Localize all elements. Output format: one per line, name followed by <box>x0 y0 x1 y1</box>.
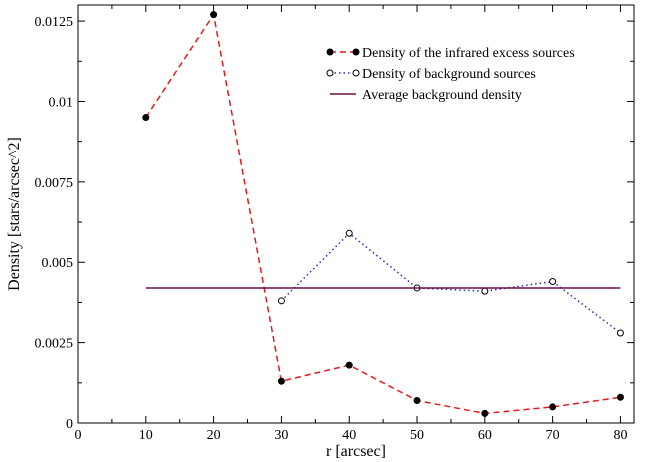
x-tick-label-4: 40 <box>342 428 356 443</box>
legend-marker-background-left <box>326 69 334 77</box>
series-layer <box>142 11 624 417</box>
series-line-1 <box>280 232 621 334</box>
y-tick-label-5: 0.0125 <box>35 15 74 30</box>
series-1-point-4 <box>549 278 557 286</box>
legend-entry-infrared: Density of the infrared excess sources <box>326 46 575 61</box>
series-line-0 <box>145 12 621 415</box>
y-tick-label-0: 0 <box>66 417 73 432</box>
legend-text-average: Average background density <box>362 88 522 103</box>
x-tick-label-7: 70 <box>546 428 560 443</box>
y-tick-label-3: 0.0075 <box>35 176 74 191</box>
legend-marker-background-right <box>352 69 360 77</box>
legend-entry-average: Average background density <box>330 88 522 103</box>
series-0-point-5 <box>481 409 489 417</box>
series-0-point-1 <box>210 11 218 19</box>
x-tick-label-8: 80 <box>613 428 627 443</box>
x-tick-label-5: 50 <box>410 428 424 443</box>
x-ticks: 0 10 20 30 40 50 60 70 80 <box>75 5 627 443</box>
y-tick-label-4: 0.01 <box>49 95 74 110</box>
x-tick-label-6: 60 <box>478 428 492 443</box>
series-1-point-0 <box>277 297 285 305</box>
series-0-point-0 <box>142 114 150 122</box>
legend-marker-infrared-left <box>326 48 334 56</box>
x-tick-label-2: 20 <box>207 428 221 443</box>
y-ticks: 0 0.0025 0.005 0.0075 0.01 0.0125 <box>35 15 634 432</box>
legend: Density of the infrared excess sources D… <box>326 46 575 103</box>
legend-text-background: Density of background sources <box>362 67 536 82</box>
series-0-point-6 <box>549 403 557 411</box>
series-1-point-1 <box>345 229 353 237</box>
x-axis-label: r [arcsec] <box>326 443 386 460</box>
y-tick-label-2: 0.005 <box>42 256 74 271</box>
series-0-point-7 <box>616 393 624 401</box>
series-0-point-2 <box>277 377 285 385</box>
plot-frame <box>77 4 635 424</box>
legend-marker-infrared-right <box>352 48 360 56</box>
series-1-point-5 <box>616 329 624 337</box>
series-0-point-3 <box>345 361 353 369</box>
legend-entry-background: Density of background sources <box>326 67 536 82</box>
legend-text-infrared: Density of the infrared excess sources <box>362 46 575 61</box>
x-tick-label-3: 30 <box>274 428 288 443</box>
series-1-point-3 <box>481 287 489 295</box>
series-0-point-4 <box>413 396 421 404</box>
x-tick-label-0: 0 <box>75 428 82 443</box>
y-tick-label-1: 0.0025 <box>35 337 74 352</box>
x-tick-label-1: 10 <box>139 428 153 443</box>
y-axis-label: Density [stars/arcsec^2] <box>6 137 23 291</box>
